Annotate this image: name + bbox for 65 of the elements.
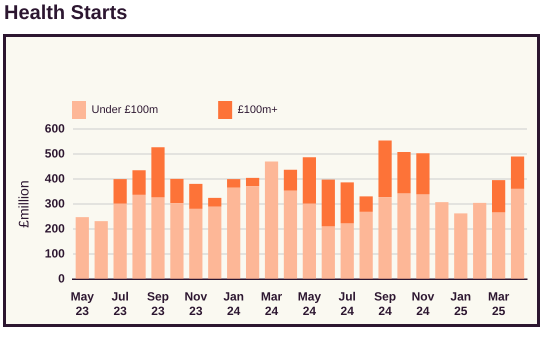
bar — [397, 152, 411, 194]
y-axis-title: £million — [15, 180, 32, 228]
bar — [302, 204, 316, 279]
bar — [360, 196, 373, 212]
x-tick-label: Mar 25 — [488, 290, 510, 318]
bar — [227, 179, 240, 188]
bar — [360, 212, 373, 279]
bar — [189, 184, 202, 209]
bar — [132, 194, 146, 279]
y-tick-label: 0 — [58, 272, 66, 286]
bar — [170, 203, 184, 279]
bar — [340, 182, 354, 224]
bar — [284, 170, 298, 191]
bar — [151, 147, 165, 198]
x-tick-label: May 23 — [70, 290, 94, 318]
bar — [170, 178, 184, 204]
bar — [378, 197, 392, 279]
x-tick-label: Jan 25 — [450, 290, 472, 318]
bar — [132, 170, 146, 195]
x-tick-label: Jul 23 — [111, 290, 129, 318]
x-tick-label: Sep 24 — [374, 290, 396, 318]
bar — [416, 194, 430, 279]
x-tick-label: Nov 23 — [184, 290, 208, 318]
x-tick-label: Jan 24 — [223, 290, 244, 318]
bar — [397, 193, 411, 279]
bar — [340, 223, 354, 279]
bar — [208, 206, 222, 279]
bar — [208, 198, 222, 207]
bar — [246, 178, 260, 186]
bar — [454, 213, 468, 279]
bar — [189, 208, 202, 279]
x-tick-label: May 24 — [298, 290, 322, 318]
bar — [151, 197, 165, 279]
bar — [416, 153, 430, 194]
x-tick-label: Sep 23 — [146, 290, 169, 318]
bar — [435, 202, 448, 279]
bar — [246, 186, 260, 279]
bar — [322, 180, 335, 226]
bar — [76, 217, 89, 279]
chart-title: Health Starts — [4, 2, 128, 25]
legend-label: Under £100m — [92, 104, 158, 116]
bar — [302, 157, 316, 204]
bar — [492, 180, 506, 212]
legend-label: £100m+ — [238, 104, 278, 116]
bar — [227, 188, 240, 279]
bar — [492, 212, 506, 279]
bar — [264, 162, 278, 279]
bar — [322, 226, 335, 279]
y-tick-label: 100 — [44, 246, 66, 260]
x-tick-label: Mar 24 — [260, 290, 283, 318]
y-tick-label: 500 — [44, 146, 66, 160]
y-tick-label: 600 — [44, 121, 66, 136]
bar — [114, 179, 127, 204]
bar — [284, 190, 298, 279]
bar — [510, 188, 524, 279]
y-tick-label: 300 — [44, 196, 66, 210]
bar — [510, 156, 524, 189]
x-tick-label: Jul 24 — [338, 290, 356, 318]
y-tick-label: 200 — [44, 221, 66, 236]
bar — [378, 140, 392, 198]
bar — [114, 204, 127, 279]
x-tick-label: Nov 24 — [412, 290, 435, 318]
bar — [473, 202, 486, 279]
y-tick-label: 400 — [44, 171, 66, 186]
bar — [94, 221, 108, 279]
